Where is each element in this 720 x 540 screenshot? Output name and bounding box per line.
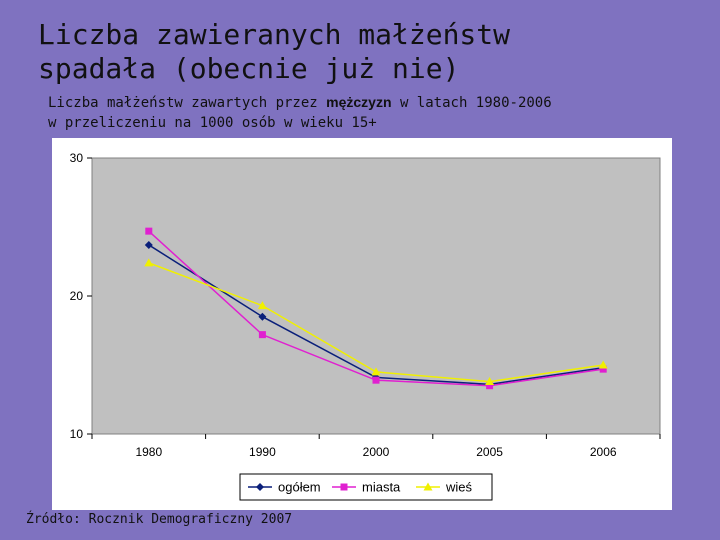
source-note: Źródło: Rocznik Demograficzny 2007 (26, 512, 293, 527)
legend-marker (256, 483, 264, 491)
y-tick-label: 20 (70, 289, 84, 303)
legend-label: wieś (445, 480, 473, 495)
subtitle-text-before: Liczba małżeństw zawartych przez (48, 95, 327, 111)
title-line-2: spadała (obecnie już nie) (38, 52, 460, 85)
plot-area (91, 157, 661, 435)
data-point (258, 331, 266, 339)
x-tick-label: 2000 (363, 445, 390, 459)
data-point (371, 367, 381, 376)
legend-marker (423, 482, 433, 491)
data-point (144, 258, 154, 267)
slide-title: Liczba zawieranych małżeństw spadała (ob… (38, 18, 510, 86)
data-point (372, 376, 380, 384)
subtitle-text-after: w latach 1980-2006 (391, 95, 552, 111)
data-point (258, 312, 267, 321)
y-tick-label: 30 (70, 151, 84, 165)
data-point (598, 360, 608, 369)
data-point (257, 301, 267, 310)
x-tick-label: 1980 (135, 445, 162, 459)
legend-label: ogółem (278, 480, 321, 495)
data-point (144, 240, 153, 249)
title-line-1: Liczba zawieranych małżeństw (38, 18, 511, 51)
x-tick-label: 1990 (249, 445, 276, 459)
data-point (486, 382, 494, 390)
y-tick-label: 10 (70, 427, 84, 441)
chart-subtitle: Liczba małżeństw zawartych przez mężczyz… (48, 92, 708, 133)
data-point (599, 365, 607, 373)
line-chart: 10 20 30 1980 1990 2000 2005 2006 ogółem miasta wi… (70, 151, 661, 501)
legend-label: miasta (362, 480, 401, 495)
data-point (485, 377, 495, 386)
subtitle-emphasis: mężczyzn (326, 94, 392, 110)
data-point (145, 227, 153, 235)
legend-box (239, 473, 493, 501)
x-tick-label: 2005 (476, 445, 503, 459)
legend-marker (340, 483, 348, 491)
chart-area: 10 20 30 1980 1990 2000 2005 2006 ogółem miasta wi… (52, 138, 672, 510)
series-2 (145, 227, 607, 390)
x-tick-label: 2006 (590, 445, 617, 459)
subtitle-line-2: w przeliczeniu na 1000 osób w wieku 15+ (48, 115, 377, 131)
series-3 (144, 258, 608, 386)
legend: ogółem miasta wieś (239, 473, 493, 501)
